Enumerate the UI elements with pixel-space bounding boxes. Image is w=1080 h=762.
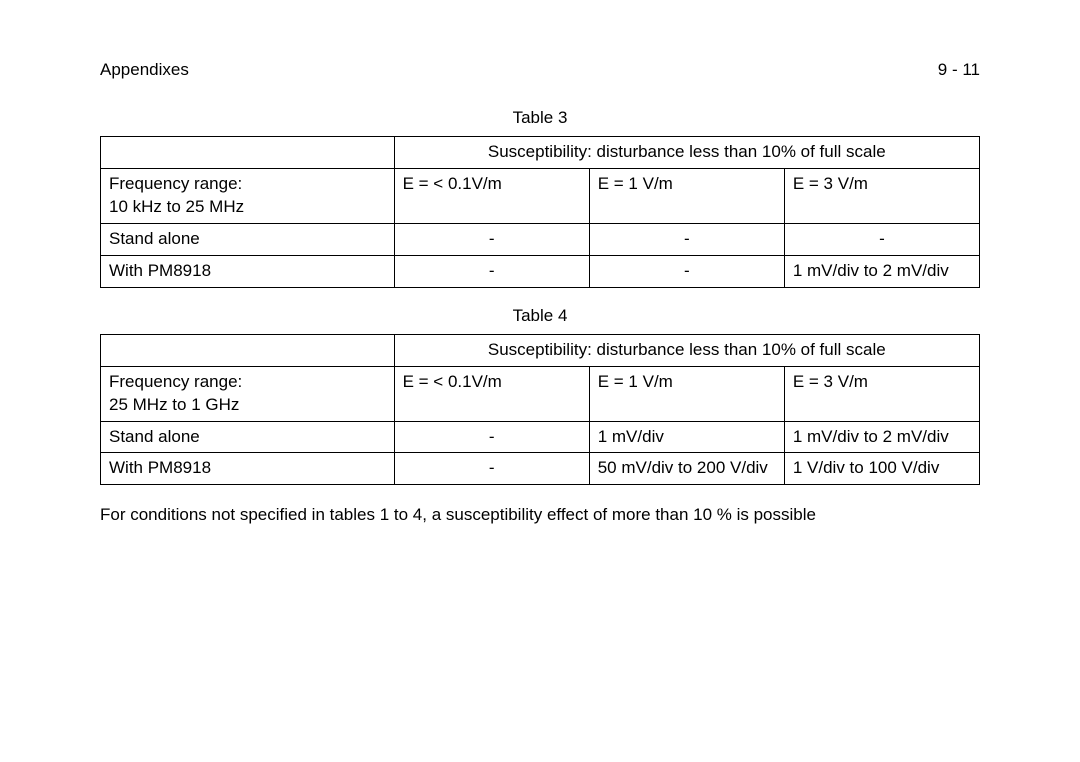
page: Appendixes 9 - 11 Table 3 Susceptibility…: [0, 0, 1080, 525]
freq-label-line2: 25 MHz to 1 GHz: [109, 395, 239, 414]
table4-row0-c1: -: [394, 421, 589, 453]
table3-col3: E = 3 V/m: [784, 168, 979, 223]
table3-span-header: Susceptibility: disturbance less than 10…: [394, 137, 979, 169]
table3-row1-c1: -: [394, 255, 589, 287]
table-row: Susceptibility: disturbance less than 10…: [101, 334, 980, 366]
table3-row1-label: With PM8918: [101, 255, 395, 287]
table4-col2: E = 1 V/m: [589, 366, 784, 421]
table4-row1-c1: -: [394, 453, 589, 485]
table3-blank-header: [101, 137, 395, 169]
footnote: For conditions not specified in tables 1…: [100, 505, 980, 525]
table-row: Frequency range: 10 kHz to 25 MHz E = < …: [101, 168, 980, 223]
table4-row1-c3: 1 V/div to 100 V/div: [784, 453, 979, 485]
table4-row0-c3: 1 mV/div to 2 mV/div: [784, 421, 979, 453]
table-row: Stand alone - 1 mV/div 1 mV/div to 2 mV/…: [101, 421, 980, 453]
table4-blank-header: [101, 334, 395, 366]
table4-freq-range: Frequency range: 25 MHz to 1 GHz: [101, 366, 395, 421]
table4-row0-c2: 1 mV/div: [589, 421, 784, 453]
table3-row0-c2: -: [589, 223, 784, 255]
table3-row1-c2: -: [589, 255, 784, 287]
table3-row0-c1: -: [394, 223, 589, 255]
table4-col1: E = < 0.1V/m: [394, 366, 589, 421]
table3-freq-range: Frequency range: 10 kHz to 25 MHz: [101, 168, 395, 223]
table3-row0-label: Stand alone: [101, 223, 395, 255]
table3-row1-c3: 1 mV/div to 2 mV/div: [784, 255, 979, 287]
table3-col2: E = 1 V/m: [589, 168, 784, 223]
table4-caption: Table 4: [100, 306, 980, 326]
table3: Susceptibility: disturbance less than 10…: [100, 136, 980, 288]
table-row: With PM8918 - 50 mV/div to 200 V/div 1 V…: [101, 453, 980, 485]
table4: Susceptibility: disturbance less than 10…: [100, 334, 980, 486]
table3-caption: Table 3: [100, 108, 980, 128]
header-left: Appendixes: [100, 60, 189, 80]
header-right: 9 - 11: [938, 60, 980, 80]
page-header: Appendixes 9 - 11: [100, 60, 980, 80]
freq-label-line2: 10 kHz to 25 MHz: [109, 197, 244, 216]
table4-row1-c2: 50 mV/div to 200 V/div: [589, 453, 784, 485]
table4-col3: E = 3 V/m: [784, 366, 979, 421]
table4-row1-label: With PM8918: [101, 453, 395, 485]
freq-label-line1: Frequency range:: [109, 372, 242, 391]
table-row: With PM8918 - - 1 mV/div to 2 mV/div: [101, 255, 980, 287]
table4-span-header: Susceptibility: disturbance less than 10…: [394, 334, 979, 366]
table3-col1: E = < 0.1V/m: [394, 168, 589, 223]
table-row: Stand alone - - -: [101, 223, 980, 255]
table-row: Susceptibility: disturbance less than 10…: [101, 137, 980, 169]
table4-row0-label: Stand alone: [101, 421, 395, 453]
table3-row0-c3: -: [784, 223, 979, 255]
table-row: Frequency range: 25 MHz to 1 GHz E = < 0…: [101, 366, 980, 421]
freq-label-line1: Frequency range:: [109, 174, 242, 193]
